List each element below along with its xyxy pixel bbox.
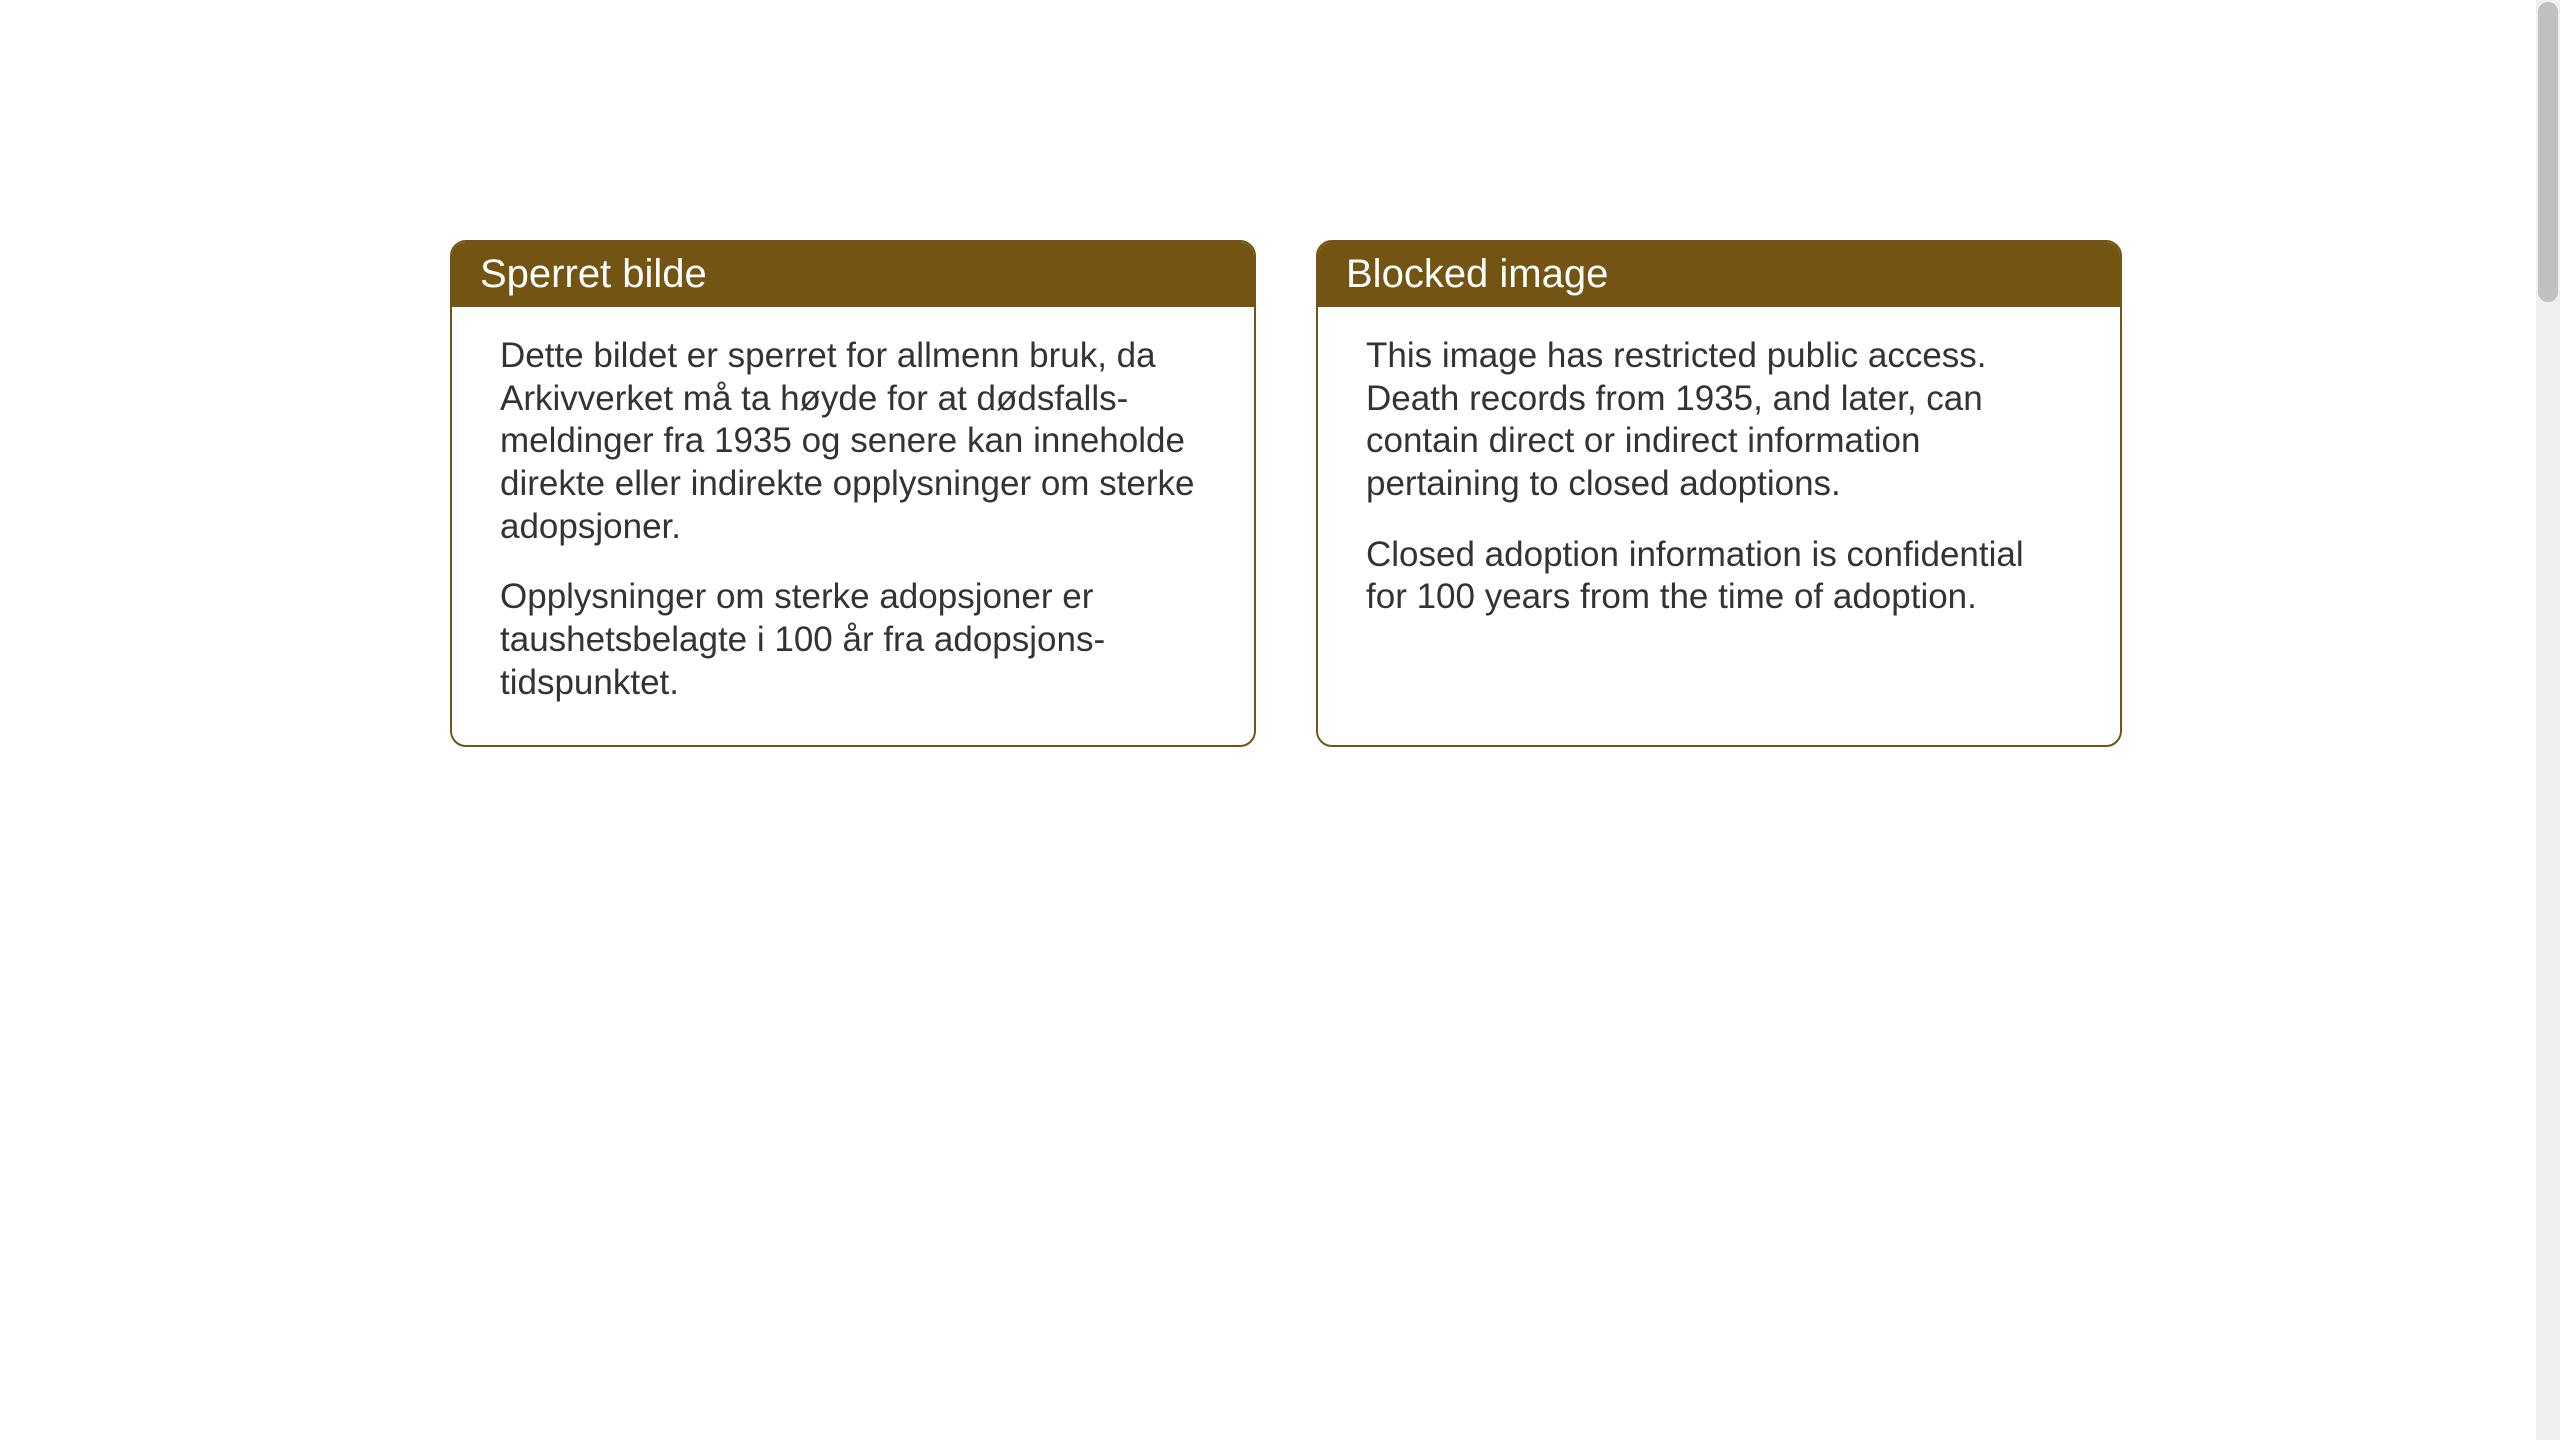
card-norwegian-title: Sperret bilde [480,252,707,296]
card-english-title: Blocked image [1346,252,1608,296]
card-english-paragraph-1: This image has restricted public access.… [1366,335,2072,506]
scrollbar-track[interactable] [2536,0,2560,1440]
card-norwegian-body: Dette bildet er sperret for allmenn bruk… [452,307,1254,745]
card-norwegian-header: Sperret bilde [452,242,1254,307]
card-english-header: Blocked image [1318,242,2120,307]
cards-container: Sperret bilde Dette bildet er sperret fo… [450,240,2122,747]
card-english-body: This image has restricted public access.… [1318,307,2120,659]
card-norwegian: Sperret bilde Dette bildet er sperret fo… [450,240,1256,747]
scrollbar-thumb[interactable] [2538,2,2558,302]
card-norwegian-paragraph-1: Dette bildet er sperret for allmenn bruk… [500,335,1206,548]
card-norwegian-paragraph-2: Opplysninger om sterke adopsjoner er tau… [500,576,1206,704]
card-english: Blocked image This image has restricted … [1316,240,2122,747]
card-english-paragraph-2: Closed adoption information is confident… [1366,534,2072,619]
